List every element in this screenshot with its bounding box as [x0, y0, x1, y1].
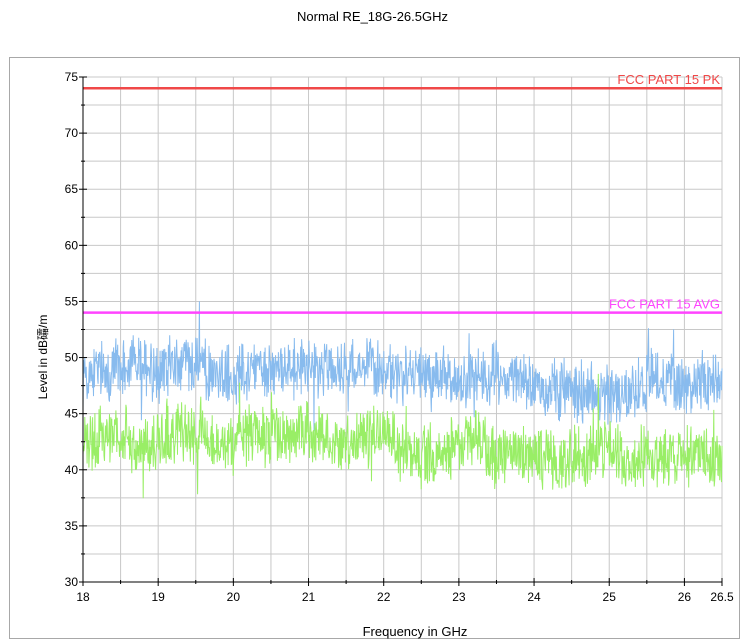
- limit-lines: FCC PART 15 PK FCC PART 15 AVG: [83, 72, 722, 314]
- limit-label-1: FCC PART 15 PK: [617, 72, 720, 87]
- x-tick-label: 22: [377, 590, 391, 604]
- grid: [82, 76, 723, 583]
- y-tick-label: 60: [65, 238, 79, 252]
- x-tick-label: 25: [603, 590, 617, 604]
- x-tick-label: 26: [678, 590, 692, 604]
- y-tick-label: 75: [65, 70, 79, 84]
- x-tick-label: 23: [452, 590, 466, 604]
- y-tick-label: 55: [65, 294, 79, 308]
- y-tick-label: 65: [65, 182, 79, 196]
- x-tick-label: 24: [527, 590, 541, 604]
- limit-label-2: FCC PART 15 AVG: [609, 297, 720, 312]
- axes: 30 35 40 45 50 55 60 65 70 75 18 19 20 21 22 23 24 25 26 26…: [65, 70, 734, 604]
- y-tick-label: 45: [65, 407, 79, 421]
- y-tick-label: 30: [65, 575, 79, 589]
- x-axis-label: Frequency in GHz: [363, 624, 468, 639]
- y-tick-label: 35: [65, 519, 79, 533]
- series-trace-2: [82, 373, 723, 499]
- x-tick-label: 21: [302, 590, 316, 604]
- y-tick-label: 40: [65, 463, 79, 477]
- x-tick-label: 26.5: [710, 590, 734, 604]
- chart-frame: [9, 57, 740, 639]
- series-layer: [82, 301, 723, 499]
- x-tick-label: 20: [227, 590, 241, 604]
- chart-title: Normal RE_18G-26.5GHz: [297, 9, 448, 24]
- y-tick-label: 70: [65, 126, 79, 140]
- y-tick-label: 50: [65, 351, 79, 365]
- series-trace-1: [82, 301, 723, 432]
- x-tick-label: 19: [151, 590, 165, 604]
- x-tick-label: 18: [76, 590, 90, 604]
- y-axis-label: Level in dB礵/m: [36, 315, 50, 400]
